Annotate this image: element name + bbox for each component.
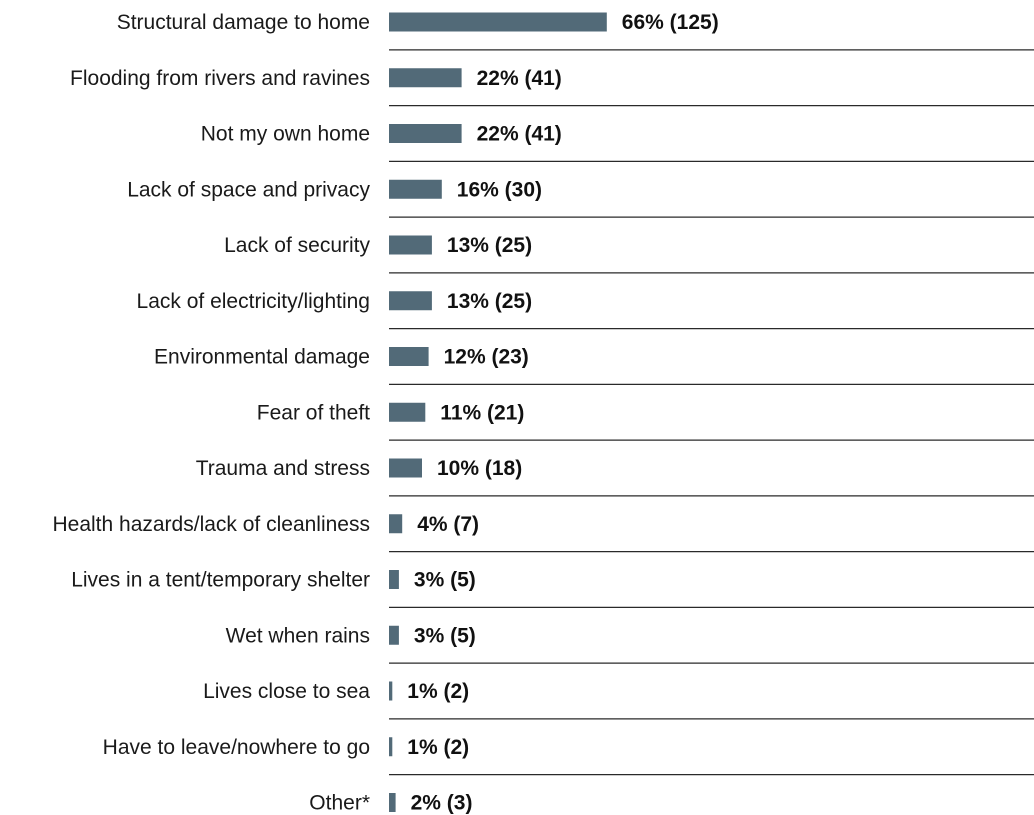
chart-row: Not my own home 22% (41) [201,123,1034,162]
category-label: Structural damage to home [117,11,370,34]
chart-row: Structural damage to home 66% (125) [117,11,1034,51]
chart-row: Environmental damage 12% (23) [154,346,1034,385]
chart-row: Lack of electricity/lighting 13% (25) [137,290,1034,330]
value-label: 4% (7) [417,513,479,536]
category-label: Trauma and stress [196,457,370,480]
category-label: Wet when rains [226,624,370,647]
bar [389,514,403,534]
bar [389,793,396,812]
category-label: Lives close to sea [203,680,370,703]
chart-row: Lives close to sea 1% (2) [203,680,1034,720]
chart-row: Fear of theft 11% (21) [257,401,1034,441]
chart-row: Lack of space and privacy 16% (30) [127,178,1034,218]
bar [389,235,432,255]
chart-row: Lives in a tent/temporary shelter 3% (5) [71,569,1034,608]
category-label: Lives in a tent/temporary shelter [71,569,370,592]
bar [389,291,432,311]
value-label: 2% (3) [411,792,473,815]
value-label: 22% (41) [477,123,562,146]
category-label: Lack of security [224,234,370,257]
chart-row: Wet when rains 3% (5) [226,624,1034,664]
bar [389,737,393,757]
value-label: 1% (2) [407,680,469,703]
category-label: Health hazards/lack of cleanliness [52,513,370,536]
value-label: 22% (41) [477,67,562,90]
value-label: 11% (21) [440,401,524,424]
chart-rows: Structural damage to home 66% (125) Floodi… [52,11,1034,815]
bar [389,625,399,645]
bar [389,68,462,88]
value-label: 3% (5) [414,569,476,592]
bar [389,124,462,143]
chart-row: Lack of security 13% (25) [224,234,1034,274]
category-label: Environmental damage [154,346,370,369]
category-label: Lack of electricity/lighting [137,290,370,313]
category-label: Have to leave/nowhere to go [103,736,370,759]
bar [389,458,422,478]
category-label: Lack of space and privacy [127,178,370,201]
bar [389,402,426,422]
value-label: 66% (125) [622,11,719,34]
bar [389,347,429,366]
category-label: Other* [309,792,370,815]
value-label: 3% (5) [414,624,476,647]
value-label: 16% (30) [457,178,542,201]
chart-row: Trauma and stress 10% (18) [196,457,1034,497]
chart-row: Have to leave/nowhere to go 1% (2) [103,736,1034,776]
bar [389,681,393,701]
value-label: 1% (2) [407,736,469,759]
chart-row: Health hazards/lack of cleanliness 4% (7) [52,513,1034,553]
bar [389,570,399,589]
category-label: Not my own home [201,123,370,146]
bar [389,179,442,199]
category-label: Flooding from rivers and ravines [70,67,370,90]
category-label: Fear of theft [257,401,370,424]
value-label: 12% (23) [444,346,529,369]
chart-row: Other* 2% (3) [309,792,472,815]
chart-row: Flooding from rivers and ravines 22% (41) [70,67,1034,107]
value-label: 13% (25) [447,234,532,257]
value-label: 13% (25) [447,290,532,313]
bar [389,12,607,32]
value-label: 10% (18) [437,457,522,480]
